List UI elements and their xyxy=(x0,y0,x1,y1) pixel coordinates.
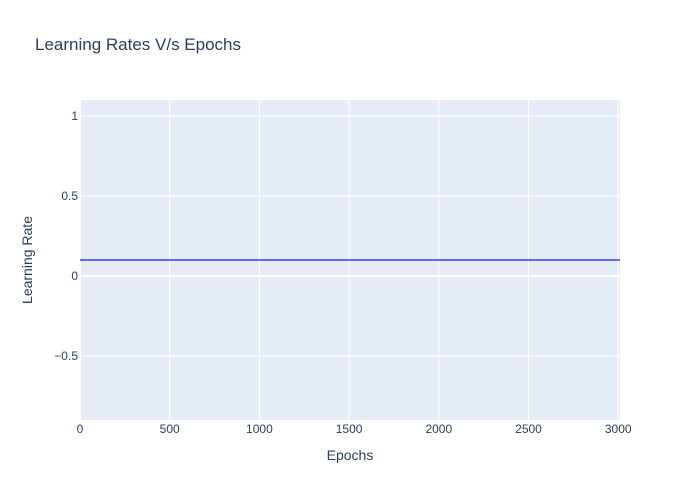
x-tick-label: 500 xyxy=(160,422,180,436)
x-axis-title: Epochs xyxy=(327,447,374,463)
y-axis-ticks: −0.5 0 0.5 1 xyxy=(54,109,78,363)
y-axis-title: Learning Rate xyxy=(19,216,35,304)
chart-title: Learning Rates V/s Epochs xyxy=(35,35,241,54)
x-tick-label: 2000 xyxy=(425,422,452,436)
x-tick-label: 2500 xyxy=(515,422,542,436)
y-tick-label: 1 xyxy=(71,109,78,123)
x-axis-ticks: 0 500 1000 1500 2000 2500 3000 xyxy=(77,422,632,436)
y-tick-label: −0.5 xyxy=(54,349,78,363)
x-tick-label: 0 xyxy=(77,422,84,436)
x-tick-label: 1000 xyxy=(246,422,273,436)
x-tick-label: 1500 xyxy=(336,422,363,436)
y-tick-label: 0.5 xyxy=(61,189,78,203)
x-tick-label: 3000 xyxy=(605,422,632,436)
y-tick-label: 0 xyxy=(71,269,78,283)
